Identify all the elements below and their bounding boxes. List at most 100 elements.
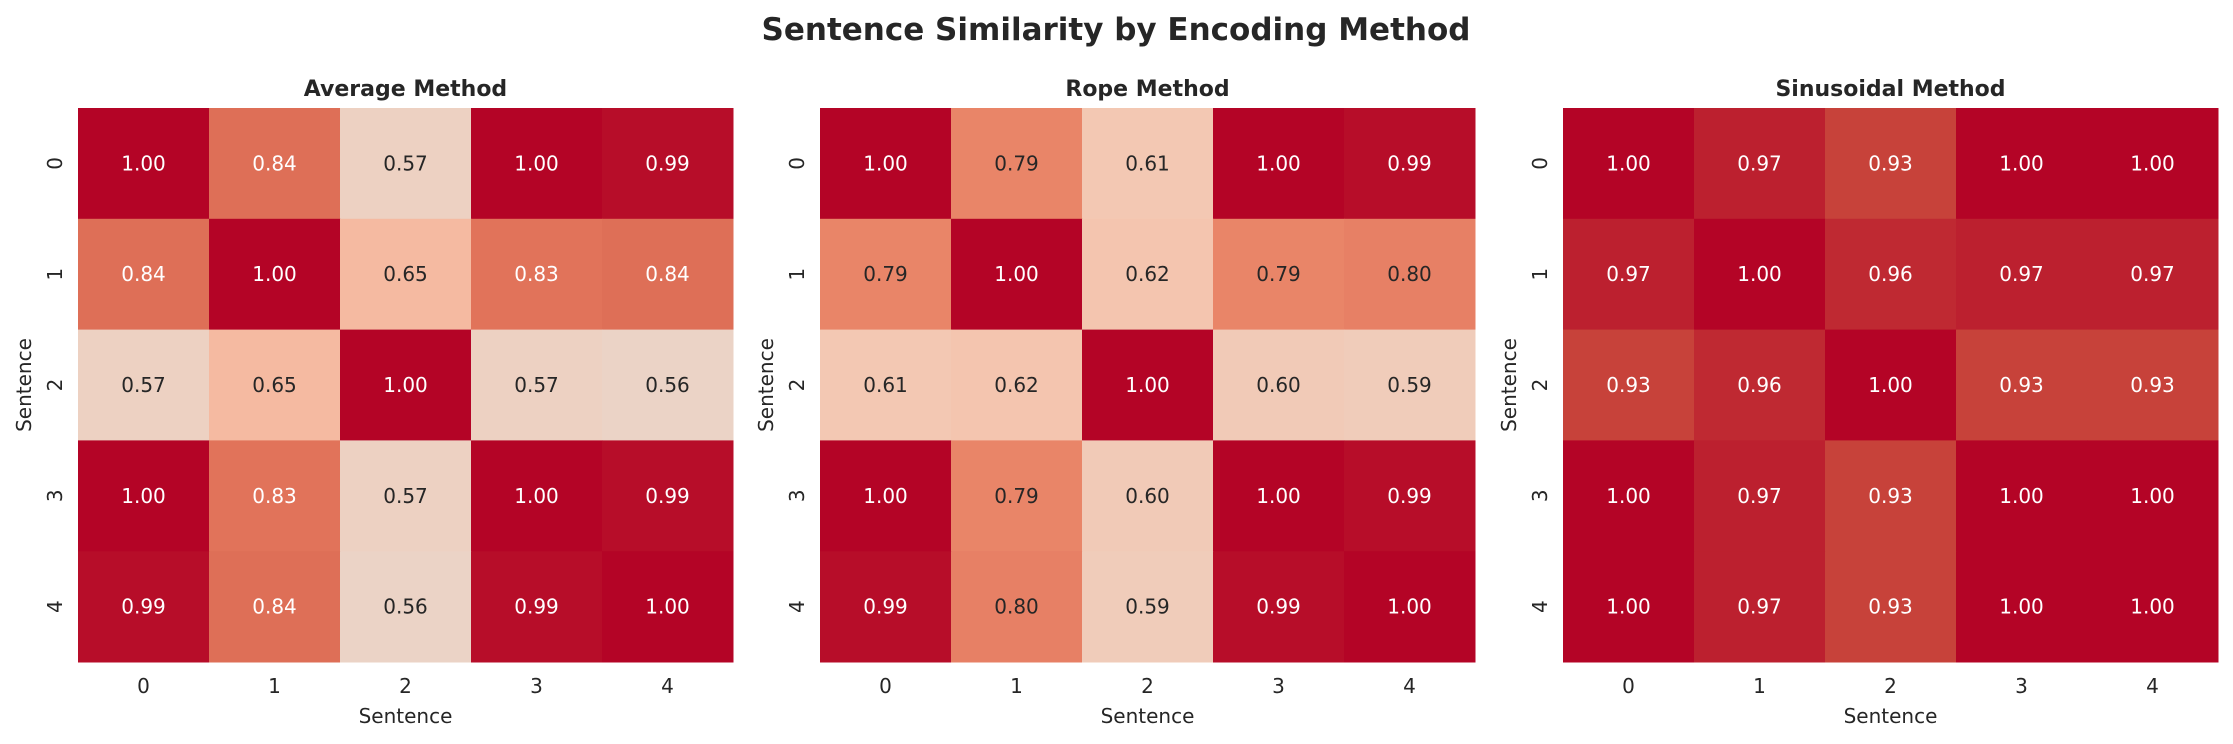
y-tick-label: 1 [1528, 268, 1552, 281]
x-tick-label: 0 [137, 674, 150, 698]
heatmap-cell [209, 551, 341, 663]
heatmap-cell [2087, 108, 2219, 220]
cell-label: 0.56 [645, 373, 690, 397]
cell-label: 0.96 [1868, 262, 1913, 286]
y-tick-label: 4 [1528, 600, 1552, 613]
heatmap-cell [1694, 218, 1826, 331]
cell-label: 0.84 [645, 262, 690, 286]
heatmap-cell [1825, 218, 1957, 331]
heatmap-cell [2087, 218, 2219, 331]
x-tick-label: 1 [1753, 674, 1766, 698]
cell-label: 0.57 [121, 373, 166, 397]
cell-label: 1.00 [863, 484, 908, 508]
cell-label: 1.00 [514, 484, 559, 508]
y-tick-label: 4 [43, 600, 67, 613]
x-axis-label: Sentence [1101, 704, 1195, 728]
cell-label: 1.00 [645, 595, 690, 619]
cell-label: 0.93 [1868, 595, 1913, 619]
heatmap-cell [471, 551, 603, 663]
heatmap-cell [1825, 329, 1957, 441]
cell-label: 0.93 [1868, 484, 1913, 508]
y-axis-label: Sentence [12, 338, 36, 432]
cell-label: 0.62 [994, 373, 1039, 397]
panel-title: Average Method [304, 77, 507, 102]
y-tick-label: 2 [785, 379, 809, 392]
x-tick-label: 1 [1010, 674, 1023, 698]
heatmap-cell [1694, 440, 1826, 552]
heatmap-cell [820, 218, 952, 331]
cell-label: 0.99 [645, 151, 690, 175]
x-tick-label: 1 [268, 674, 281, 698]
heatmap-cell [1082, 329, 1214, 441]
heatmap-cell [78, 218, 210, 331]
heatmap-cell [602, 440, 734, 552]
heatmap-cell [209, 329, 341, 441]
cell-label: 0.57 [383, 151, 428, 175]
heatmap-cell [1344, 108, 1476, 220]
cell-label: 0.61 [863, 373, 908, 397]
x-tick-label: 2 [399, 674, 412, 698]
heatmap-cell [2087, 329, 2219, 441]
x-tick-label: 3 [530, 674, 543, 698]
heatmap-cell [1956, 440, 2088, 552]
cell-label: 0.97 [1737, 151, 1782, 175]
cell-label: 1.00 [1606, 595, 1651, 619]
cell-label: 0.96 [1737, 373, 1782, 397]
y-tick-label: 0 [1528, 157, 1552, 170]
cell-label: 0.99 [1387, 484, 1432, 508]
heatmap-cell [209, 440, 341, 552]
cell-label: 1.00 [1606, 151, 1651, 175]
heatmap-cell [1213, 551, 1345, 663]
heatmap-panel: Rope Method 1.00 0.79 0.61 1.00 0.99 0.79 1.00 0… [754, 77, 1476, 728]
heatmap-cell [602, 551, 734, 663]
y-tick-label: 1 [785, 268, 809, 281]
heatmap-cell [1694, 551, 1826, 663]
cell-label: 0.59 [1125, 595, 1170, 619]
cell-label: 0.84 [121, 262, 166, 286]
cell-label: 0.97 [1999, 262, 2044, 286]
x-tick-label: 4 [1403, 674, 1416, 698]
cell-label: 0.97 [1737, 595, 1782, 619]
cell-label: 0.60 [1125, 484, 1170, 508]
heatmap-cell [602, 329, 734, 441]
cell-label: 1.00 [994, 262, 1039, 286]
cell-label: 0.97 [2130, 262, 2175, 286]
heatmap-cell [951, 329, 1083, 441]
heatmap-cell [951, 440, 1083, 552]
cell-label: 1.00 [1256, 151, 1301, 175]
heatmap-cell [820, 551, 952, 663]
heatmap-cell [951, 218, 1083, 331]
cell-label: 1.00 [1737, 262, 1782, 286]
heatmap-cell [1563, 551, 1695, 663]
cell-label: 0.79 [994, 151, 1039, 175]
cell-label: 1.00 [1256, 484, 1301, 508]
heatmap-cell [471, 218, 603, 331]
cell-label: 0.79 [1256, 262, 1301, 286]
y-tick-label: 0 [43, 157, 67, 170]
cell-label: 0.80 [994, 595, 1039, 619]
heatmap-cell [209, 218, 341, 331]
heatmap-cell [1213, 329, 1345, 441]
x-tick-label: 4 [661, 674, 674, 698]
cell-label: 0.79 [863, 262, 908, 286]
heatmap-cell [1563, 218, 1695, 331]
panel-title: Rope Method [1065, 77, 1229, 102]
cell-label: 0.97 [1606, 262, 1651, 286]
cell-label: 1.00 [1387, 595, 1432, 619]
cell-label: 0.62 [1125, 262, 1170, 286]
x-tick-label: 2 [1884, 674, 1897, 698]
heatmap-cell [1563, 440, 1695, 552]
y-axis-label: Sentence [754, 338, 778, 432]
heatmap-cell [209, 108, 341, 220]
heatmap-cell [340, 329, 472, 441]
cell-label: 0.97 [1737, 484, 1782, 508]
heatmap-cell [1825, 551, 1957, 663]
heatmap-cell [1213, 108, 1345, 220]
cell-label: 0.65 [252, 373, 297, 397]
cell-label: 1.00 [2130, 484, 2175, 508]
heatmap-cell [820, 108, 952, 220]
cell-label: 0.84 [252, 595, 297, 619]
x-tick-label: 0 [1622, 674, 1635, 698]
heatmap-panel: Sinusoidal Method 1.00 0.97 0.93 1.00 1.00 0.9… [1497, 77, 2219, 728]
